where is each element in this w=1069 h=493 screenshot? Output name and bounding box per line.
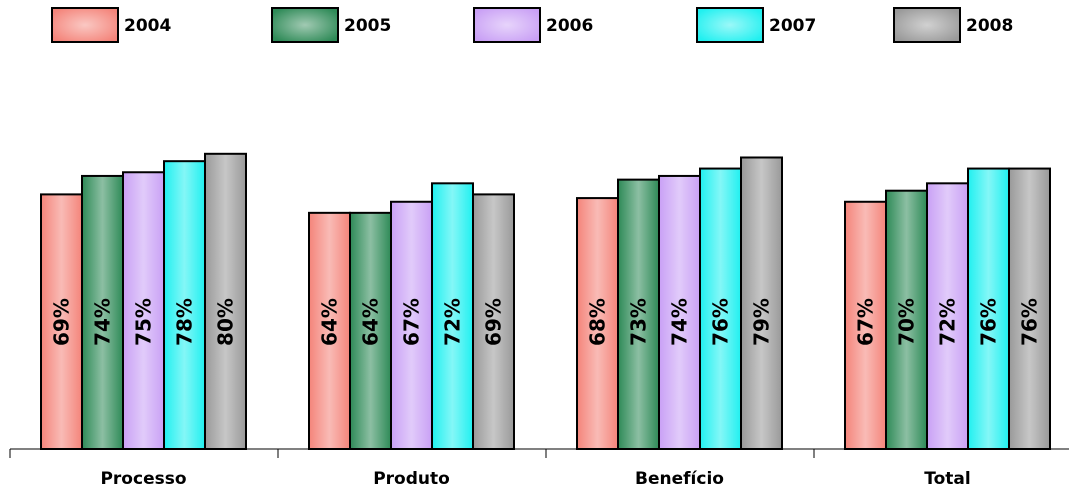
data-label-Benefício-2008: 79%	[750, 298, 774, 346]
data-label-Produto-2007: 72%	[441, 298, 465, 346]
legend-label-2005: 2005	[344, 16, 391, 36]
legend-label-2008: 2008	[966, 16, 1013, 36]
data-label-Benefício-2007: 76%	[709, 298, 733, 346]
x-tick-label-Benefício: Benefício	[635, 469, 724, 489]
legend-swatch-2006	[473, 7, 541, 43]
legend: 2004 2005 2006 2007 2008	[51, 7, 1013, 43]
data-label-Processo-2004: 69%	[50, 298, 74, 346]
legend-swatch-2008	[893, 7, 961, 43]
data-label-Processo-2006: 75%	[132, 298, 156, 346]
bar-Total-2007	[967, 167, 1010, 450]
legend-swatch-2007	[696, 7, 764, 43]
legend-label-2007: 2007	[769, 16, 816, 36]
data-label-Produto-2005: 64%	[359, 298, 383, 346]
data-label-Processo-2007: 78%	[173, 298, 197, 346]
legend-swatch-2004	[51, 7, 119, 43]
x-axis: Processo Produto Benefício Total	[9, 448, 1069, 489]
data-label-Processo-2005: 74%	[91, 298, 115, 346]
x-tick-label-Produto: Produto	[373, 469, 450, 489]
data-label-Total-2007: 76%	[977, 298, 1001, 346]
plot-area: 69% 74% 75% 78% 80% 64% 64% 67% 72% 69% 68% 73% 74% 7…	[40, 152, 1051, 451]
x-tick-label-Processo: Processo	[100, 469, 186, 489]
data-label-Benefício-2005: 73%	[627, 298, 651, 346]
data-label-Produto-2004: 64%	[318, 298, 342, 346]
bar-Processo-2004	[40, 193, 83, 450]
data-label-Benefício-2004: 68%	[586, 298, 610, 346]
data-label-Total-2004: 67%	[854, 298, 878, 346]
data-label-Benefício-2006: 74%	[668, 298, 692, 346]
data-label-Total-2008: 76%	[1018, 298, 1042, 346]
legend-label-2004: 2004	[124, 16, 171, 36]
bar-Total-2005	[885, 189, 928, 450]
data-label-Processo-2008: 80%	[214, 298, 238, 346]
bar-Produto-2006	[390, 200, 433, 450]
bar-Processo-2005	[81, 174, 124, 450]
bar-Produto-2008	[472, 193, 515, 450]
data-label-Produto-2008: 69%	[482, 298, 506, 346]
data-label-Produto-2006: 67%	[400, 298, 424, 346]
data-label-Total-2005: 70%	[895, 298, 919, 346]
x-tick-label-Total: Total	[924, 469, 970, 489]
bar-Total-2006	[926, 182, 969, 450]
data-label-Total-2006: 72%	[936, 298, 960, 346]
legend-label-2006: 2006	[546, 16, 593, 36]
legend-swatch-2005	[271, 7, 339, 43]
bar-Benefício-2007	[699, 167, 742, 450]
bar-Benefício-2005	[617, 178, 660, 450]
bar-Produto-2004	[308, 211, 351, 450]
bar-Total-2004	[844, 200, 887, 450]
bar-Total-2008	[1008, 167, 1051, 450]
